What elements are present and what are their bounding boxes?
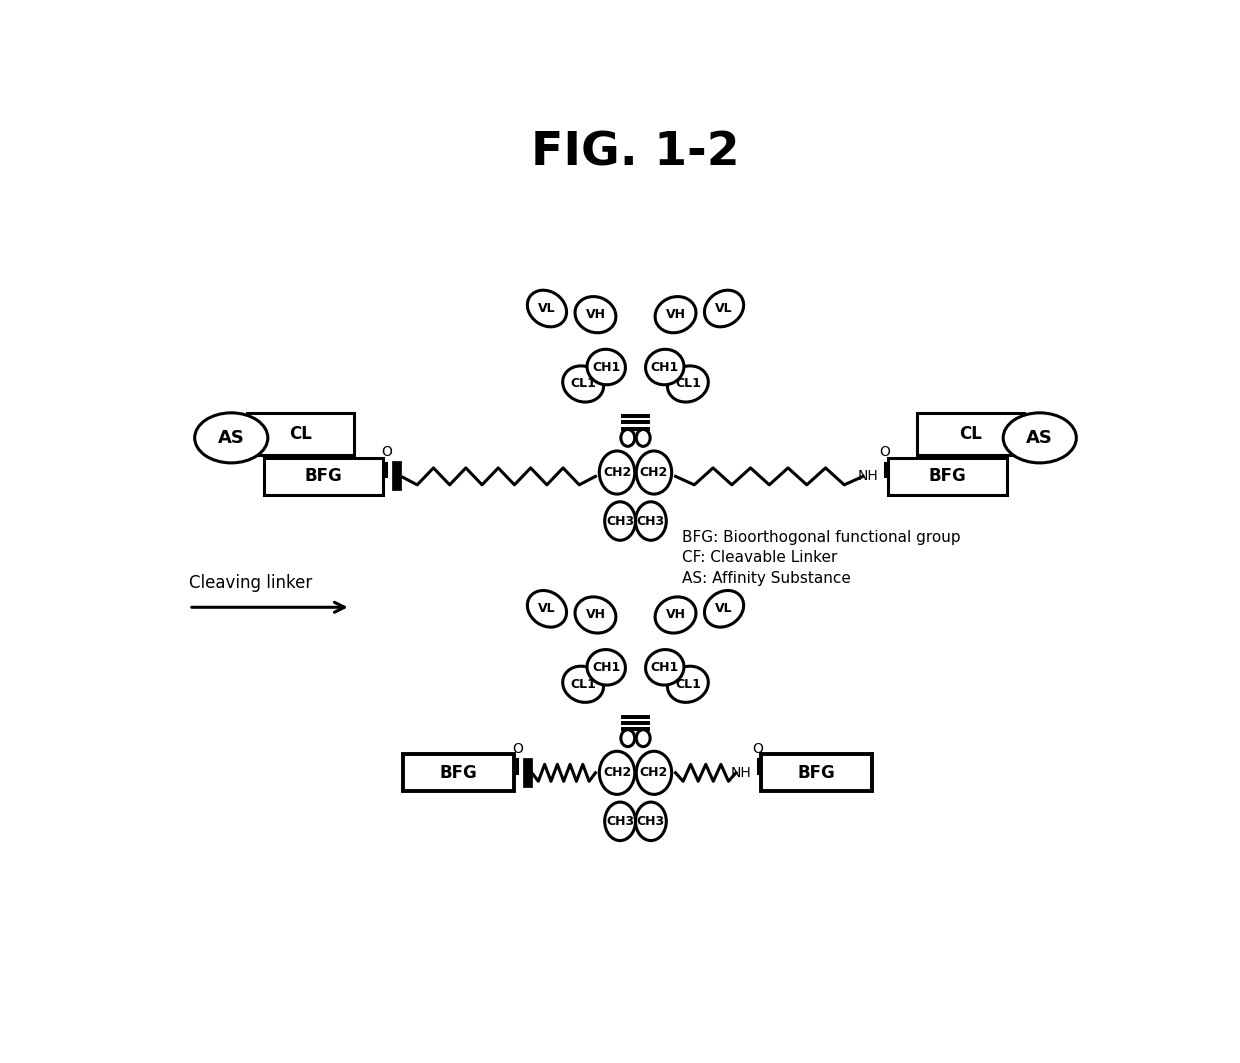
Text: VL: VL bbox=[715, 603, 733, 615]
Text: CL1: CL1 bbox=[570, 377, 596, 390]
Text: CL1: CL1 bbox=[675, 678, 701, 691]
Ellipse shape bbox=[636, 429, 650, 446]
Ellipse shape bbox=[527, 290, 567, 326]
Text: BFG: BFG bbox=[929, 468, 966, 486]
Text: O: O bbox=[512, 742, 523, 756]
Bar bbox=[760, 755, 872, 791]
Text: VL: VL bbox=[538, 302, 556, 315]
Text: O: O bbox=[879, 445, 890, 459]
Text: NH: NH bbox=[857, 470, 878, 484]
Text: CL1: CL1 bbox=[675, 377, 701, 390]
Ellipse shape bbox=[655, 596, 696, 634]
Ellipse shape bbox=[667, 667, 708, 703]
Ellipse shape bbox=[599, 451, 635, 494]
Text: CH1: CH1 bbox=[593, 360, 620, 373]
Bar bbox=[247, 412, 355, 455]
Text: CF: Cleavable Linker: CF: Cleavable Linker bbox=[682, 551, 837, 566]
Text: CH3: CH3 bbox=[637, 815, 665, 828]
Ellipse shape bbox=[587, 649, 625, 685]
Text: O: O bbox=[381, 445, 392, 459]
Ellipse shape bbox=[636, 451, 672, 494]
Text: BFG: BFG bbox=[439, 764, 477, 781]
Bar bbox=[403, 755, 515, 791]
Text: VH: VH bbox=[666, 308, 686, 321]
Text: CH3: CH3 bbox=[637, 514, 665, 527]
Text: AS: Affinity Substance: AS: Affinity Substance bbox=[682, 571, 851, 586]
Text: BFG: BFG bbox=[797, 764, 836, 781]
Ellipse shape bbox=[621, 729, 635, 746]
Ellipse shape bbox=[599, 752, 635, 794]
Text: CL: CL bbox=[959, 425, 982, 443]
Text: FIG. 1-2: FIG. 1-2 bbox=[531, 131, 740, 175]
Ellipse shape bbox=[704, 591, 744, 627]
Ellipse shape bbox=[575, 596, 616, 634]
Text: VL: VL bbox=[715, 302, 733, 315]
Ellipse shape bbox=[667, 366, 708, 402]
Ellipse shape bbox=[605, 803, 635, 841]
Text: CH3: CH3 bbox=[606, 514, 634, 527]
Ellipse shape bbox=[635, 502, 666, 540]
Ellipse shape bbox=[636, 752, 672, 794]
Text: AS: AS bbox=[218, 428, 244, 446]
Ellipse shape bbox=[195, 412, 268, 462]
Bar bbox=[264, 458, 383, 495]
Text: Cleaving linker: Cleaving linker bbox=[188, 574, 312, 592]
Ellipse shape bbox=[646, 649, 684, 685]
Text: CL: CL bbox=[289, 425, 312, 443]
Text: BFG: BFG bbox=[305, 468, 342, 486]
Ellipse shape bbox=[563, 667, 604, 703]
Text: CH2: CH2 bbox=[640, 766, 668, 779]
Text: CH1: CH1 bbox=[651, 661, 678, 674]
Text: CH2: CH2 bbox=[603, 466, 631, 479]
Ellipse shape bbox=[621, 429, 635, 446]
Text: O: O bbox=[753, 742, 763, 756]
Ellipse shape bbox=[1003, 412, 1076, 462]
Ellipse shape bbox=[636, 729, 650, 746]
Ellipse shape bbox=[655, 297, 696, 333]
Ellipse shape bbox=[646, 350, 684, 385]
Text: BFG: Bioorthogonal functional group: BFG: Bioorthogonal functional group bbox=[682, 530, 960, 545]
Text: CH1: CH1 bbox=[651, 360, 678, 373]
Text: VH: VH bbox=[666, 608, 686, 622]
Text: CH3: CH3 bbox=[606, 815, 634, 828]
Ellipse shape bbox=[635, 803, 666, 841]
Text: VL: VL bbox=[538, 603, 556, 615]
Ellipse shape bbox=[704, 290, 744, 326]
Ellipse shape bbox=[563, 366, 604, 402]
Ellipse shape bbox=[605, 502, 635, 540]
Text: CH2: CH2 bbox=[640, 466, 668, 479]
Text: CH2: CH2 bbox=[603, 766, 631, 779]
Text: CL1: CL1 bbox=[570, 678, 596, 691]
Ellipse shape bbox=[527, 591, 567, 627]
Text: VH: VH bbox=[585, 608, 605, 622]
Bar bbox=[916, 412, 1024, 455]
Ellipse shape bbox=[587, 350, 625, 385]
Ellipse shape bbox=[575, 297, 616, 333]
Text: AS: AS bbox=[1027, 428, 1053, 446]
Text: CH1: CH1 bbox=[593, 661, 620, 674]
Text: VH: VH bbox=[585, 308, 605, 321]
Text: NH: NH bbox=[730, 765, 751, 780]
Bar bbox=[888, 458, 1007, 495]
